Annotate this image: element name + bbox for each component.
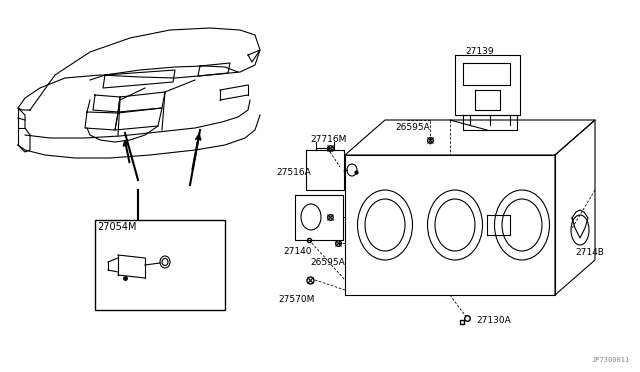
Text: JP7300011: JP7300011 — [592, 357, 630, 363]
Text: 27139: 27139 — [465, 47, 493, 56]
Text: 27130A: 27130A — [476, 316, 511, 325]
Text: 27140: 27140 — [283, 247, 312, 256]
Text: 26595A: 26595A — [395, 123, 429, 132]
Text: 26595A: 26595A — [310, 258, 345, 267]
Text: 27570M: 27570M — [278, 295, 314, 304]
Text: 27716M: 27716M — [310, 135, 346, 144]
Text: 27054M: 27054M — [97, 222, 136, 232]
Text: 2714B: 2714B — [575, 248, 604, 257]
Bar — [95, 220, 225, 310]
Text: 27516A: 27516A — [276, 168, 311, 177]
